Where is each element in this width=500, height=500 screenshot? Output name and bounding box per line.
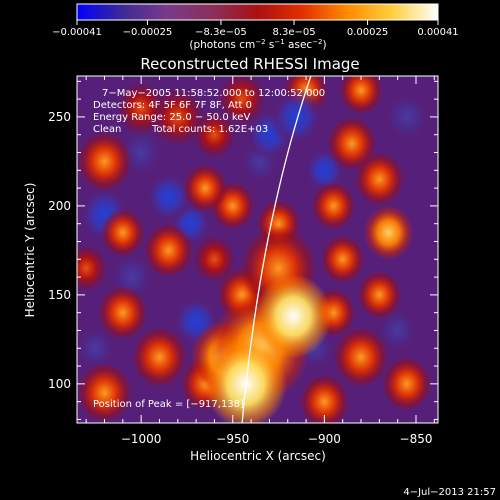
footer-date: 4−Jul−2013 21:57	[403, 487, 496, 498]
emission-blobs	[77, 76, 432, 423]
emission-blob	[333, 326, 389, 388]
emission-blob	[299, 374, 350, 423]
emission-blob	[311, 181, 356, 231]
annotation-time-range: 7−May−2005 11:58:52.000 to 12:00:52.000	[102, 88, 325, 99]
chart-title: Reconstructed RHESSI Image	[140, 55, 359, 73]
colorbar-tick-label: 0.00025	[347, 27, 388, 38]
annotation-energy-range: Energy Range: 25.0 − 50.0 keV	[93, 112, 250, 123]
emission-blob	[100, 208, 145, 257]
colorbar-ticks: −0.00041 −0.00025 −8.3e−05 8.3e−05 0.00025 0.…	[52, 20, 459, 38]
negative-blob	[77, 324, 118, 373]
y-tick-label: 250	[48, 110, 71, 124]
x-tick-label: −850	[400, 432, 433, 446]
emission-blob	[143, 223, 194, 278]
emission-blob	[116, 80, 166, 136]
y-tick-label: 200	[48, 199, 71, 213]
axes: −1000 −950 −900 −850 100 150 200 250	[48, 76, 438, 446]
emission-blob	[98, 285, 148, 340]
annotation-detectors: Detectors: 4F 5F 6F 7F 8F, Att 0	[93, 100, 252, 111]
colorbar-tick-label: 0.00041	[417, 27, 458, 38]
emission-blob	[357, 270, 402, 320]
colorbar-tick-label: −0.00025	[123, 27, 173, 38]
negative-blob	[382, 89, 432, 145]
colorbar	[76, 3, 439, 21]
emission-blob	[192, 110, 237, 159]
emission-blob	[183, 163, 228, 213]
emission-blob	[131, 326, 187, 388]
negative-blob	[269, 86, 325, 148]
image-annotations: 7−May−2005 11:58:52.000 to 12:00:52.000 …	[93, 88, 325, 410]
emission-blob	[354, 151, 405, 207]
emission-blob	[327, 116, 377, 171]
y-tick-label: 150	[48, 288, 71, 302]
x-tick-label: −950	[216, 432, 249, 446]
emission-blob	[382, 356, 432, 412]
negative-blob	[143, 169, 194, 225]
annotation-method: Clean	[93, 124, 121, 135]
emission-blob	[339, 76, 384, 115]
emission-blob	[254, 273, 332, 359]
solar-limb-line	[241, 76, 312, 423]
colorbar-tick-label: −8.3e−05	[195, 27, 247, 38]
x-axis-label: Heliocentric X (arcsec)	[190, 449, 326, 463]
emission-blob	[320, 235, 365, 284]
colorbar-unit-label: (photons cm−2 s−1 asec−2)	[189, 38, 326, 51]
plot-frame	[76, 75, 439, 424]
emission-blob	[77, 362, 132, 423]
emission-blob	[77, 244, 109, 293]
emission-blob	[363, 205, 414, 260]
annotation-total-counts: Total counts: 1.62E+03	[151, 124, 268, 135]
emission-blob	[192, 235, 237, 284]
x-tick-label: −900	[308, 432, 341, 446]
y-tick-label: 100	[48, 377, 71, 391]
negative-blob	[375, 306, 420, 355]
y-axis-label: Heliocentric Y (arcsec)	[23, 183, 37, 318]
annotation-peak-position: Position of Peak = [−917,138]	[93, 399, 244, 410]
colorbar-tick-label: −0.00041	[52, 27, 102, 38]
plot-image	[77, 76, 438, 423]
emission-blob	[77, 131, 132, 192]
x-tick-label: −1000	[121, 432, 162, 446]
colorbar-tick-label: 8.3e−05	[272, 27, 315, 38]
emission-blob	[204, 338, 287, 423]
